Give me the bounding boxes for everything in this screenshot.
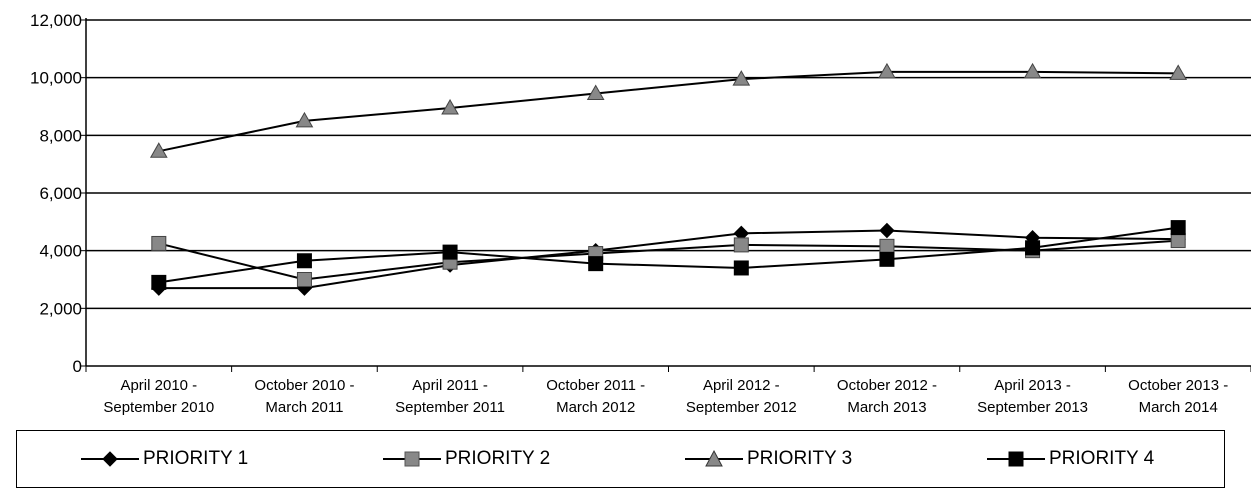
line-chart: 0 2,000 4,000 6,000 8,000 10,000 12,000 April … <box>30 11 1251 416</box>
data-point <box>879 251 895 267</box>
legend-label-priority-3: PRIORITY 3 <box>747 448 853 469</box>
data-point <box>151 235 167 251</box>
legend: PRIORITY 1 PRIORITY 2 PRIORITY 3 PRIORIT… <box>16 430 1225 488</box>
data-point <box>296 253 312 269</box>
y-tick-label: 12,000 <box>30 11 82 30</box>
y-tick-label: 8,000 <box>39 126 82 145</box>
legend-marker-priority-4 <box>987 451 1045 467</box>
series-line <box>158 226 1179 284</box>
data-point <box>878 62 896 79</box>
data-point <box>149 142 168 158</box>
data-point <box>733 237 749 253</box>
y-tick-label: 6,000 <box>39 184 82 203</box>
legend-marker-priority-3 <box>685 449 743 467</box>
series-line <box>158 70 1179 153</box>
data-point <box>442 244 458 260</box>
x-tick-label: April 2013 -September 2013 <box>977 377 1088 416</box>
y-tick-label: 4,000 <box>39 242 82 261</box>
data-point <box>1023 62 1042 79</box>
legend-item-priority-4: PRIORITY 4 <box>987 431 1154 487</box>
data-point <box>732 70 751 86</box>
y-tick-labels: 0 2,000 4,000 6,000 8,000 10,000 12,000 <box>30 11 82 376</box>
x-tick-label: April 2011 -September 2011 <box>395 377 505 416</box>
data-point <box>1025 240 1041 256</box>
series-line <box>158 229 1179 290</box>
legend-marker-priority-2 <box>383 451 441 467</box>
data-point <box>151 274 167 290</box>
legend-item-priority-3: PRIORITY 3 <box>685 431 852 487</box>
y-tick-label: 2,000 <box>39 299 82 318</box>
data-point <box>879 222 895 239</box>
x-tick-labels: April 2010 -September 2010 October 2010 -… <box>103 377 1228 416</box>
x-tick-label: April 2012 -September 2012 <box>686 377 797 416</box>
data-point <box>295 111 314 128</box>
data-point <box>1170 220 1186 236</box>
x-tick-label: October 2013 -March 2014 <box>1128 377 1228 416</box>
data-point <box>441 98 459 115</box>
gridlines <box>86 19 1251 310</box>
data-point <box>879 238 895 254</box>
legend-label-priority-1: PRIORITY 1 <box>143 448 249 469</box>
legend-item-priority-1: PRIORITY 1 <box>81 431 248 487</box>
x-tick-label: October 2012 -March 2013 <box>837 377 937 416</box>
data-point <box>586 84 605 101</box>
data-point <box>1170 233 1186 249</box>
legend-marker-priority-1 <box>81 451 139 467</box>
data-point <box>296 272 312 287</box>
y-tick-label: 0 <box>73 357 82 376</box>
legend-label-priority-4: PRIORITY 4 <box>1049 448 1155 469</box>
legend-item-priority-2: PRIORITY 2 <box>383 431 550 487</box>
axes <box>80 18 1251 372</box>
series-4 <box>151 220 1186 290</box>
data-point <box>733 260 749 276</box>
series-3 <box>149 62 1188 158</box>
x-tick-label: October 2011 -March 2012 <box>546 377 645 416</box>
series-lines <box>149 62 1188 296</box>
data-point <box>588 256 604 272</box>
legend-label-priority-2: PRIORITY 2 <box>445 448 551 469</box>
y-tick-label: 10,000 <box>30 69 82 88</box>
x-tick-label: April 2010 -September 2010 <box>103 377 214 416</box>
x-tick-label: October 2010 -March 2011 <box>254 377 354 416</box>
data-point <box>1169 64 1188 80</box>
